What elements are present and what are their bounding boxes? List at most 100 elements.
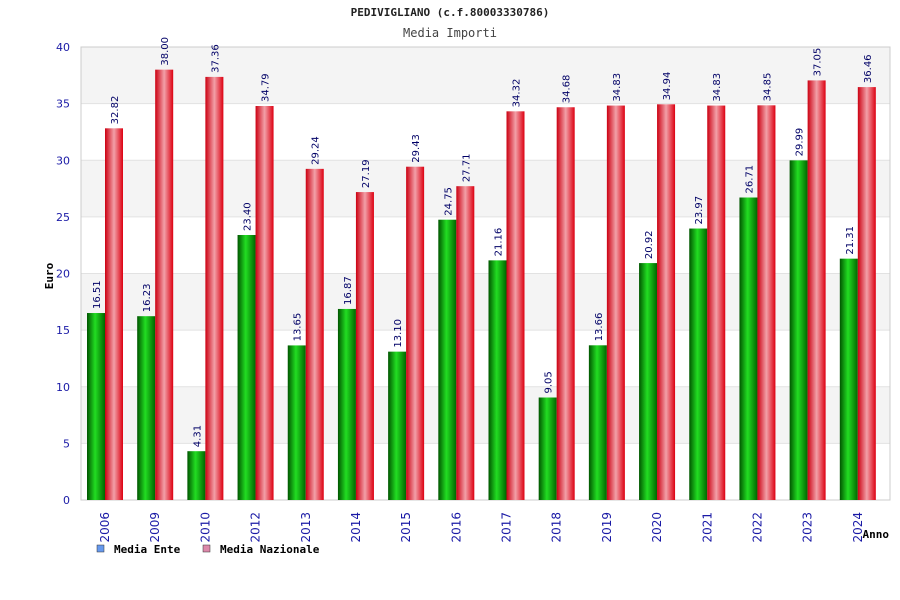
bar-media-ente <box>839 258 858 500</box>
data-label: 29.24 <box>311 136 322 165</box>
data-label: 32.82 <box>110 96 121 125</box>
y-tick-label: 0 <box>63 494 70 507</box>
bar-media-ente <box>538 397 557 500</box>
data-label: 34.94 <box>662 72 673 101</box>
x-axis-ticks: 2006 2009 2010 2012 2013 2014 2015 2016 2017 2018… <box>98 512 865 543</box>
y-axis-label: Euro <box>43 262 56 289</box>
x-axis-label: Anno <box>863 528 890 541</box>
y-tick-label: 25 <box>56 211 70 224</box>
y-tick-label: 35 <box>56 98 70 111</box>
bar-media-nazionale <box>105 128 123 500</box>
data-label: 34.79 <box>261 73 272 102</box>
data-label: 13.10 <box>393 319 404 348</box>
bar-media-nazionale <box>506 111 525 501</box>
bar-media-nazionale <box>406 166 425 500</box>
y-tick-label: 20 <box>56 268 70 281</box>
data-label: 24.75 <box>443 187 454 216</box>
x-tick-label: 2009 <box>148 512 162 543</box>
bar-media-ente <box>789 160 808 500</box>
legend-swatch-media-nazionale <box>202 544 211 553</box>
data-label: 13.66 <box>594 313 605 342</box>
bar-media-nazionale <box>305 168 324 500</box>
x-tick-label: 2024 <box>851 512 865 543</box>
plot-frame <box>80 46 891 501</box>
bar-media-nazionale <box>355 192 374 501</box>
data-label: 4.31 <box>192 425 203 447</box>
y-tick-label: 15 <box>56 324 70 337</box>
bar-media-ente <box>287 345 306 500</box>
bar-media-nazionale <box>255 106 274 501</box>
data-label: 16.51 <box>92 280 103 309</box>
bar-media-ente <box>689 228 708 501</box>
y-axis-ticks: 0 5 10 15 20 25 30 35 40 <box>56 41 70 507</box>
bar-media-nazionale <box>205 76 224 500</box>
bar-media-nazionale <box>606 105 625 501</box>
bar-media-ente <box>87 313 105 500</box>
data-label: 34.83 <box>612 73 623 102</box>
x-tick-label: 2020 <box>650 512 664 543</box>
data-label: 34.32 <box>512 79 523 108</box>
bar-media-nazionale <box>657 104 676 500</box>
y-tick-label: 5 <box>63 437 70 450</box>
bar-media-ente <box>137 316 156 500</box>
x-tick-label: 2017 <box>500 512 514 543</box>
data-label: 27.71 <box>461 154 472 183</box>
x-tick-label: 2022 <box>750 512 764 543</box>
data-label: 34.85 <box>762 73 773 102</box>
x-tick-label: 2012 <box>249 512 263 543</box>
data-label: 38.00 <box>160 37 171 66</box>
data-label: 37.05 <box>813 48 824 77</box>
bar-media-nazionale <box>707 105 726 501</box>
bar-media-nazionale <box>155 69 174 501</box>
x-tick-label: 2010 <box>198 512 212 543</box>
bar-media-ente <box>337 308 356 500</box>
legend-label-media-ente: Media Ente <box>114 543 181 556</box>
x-tick-label: 2015 <box>399 512 413 543</box>
data-label: 29.43 <box>411 134 422 163</box>
x-tick-label: 2016 <box>449 512 463 543</box>
x-tick-label: 2021 <box>700 512 714 543</box>
data-label: 23.40 <box>243 202 254 231</box>
data-label: 21.31 <box>845 226 856 255</box>
y-tick-label: 30 <box>56 154 70 167</box>
bar-media-ente <box>488 260 507 500</box>
bar-media-ente <box>739 197 758 500</box>
x-tick-label: 2019 <box>600 512 614 543</box>
legend-label-media-nazionale: Media Nazionale <box>220 543 320 556</box>
data-label: 34.68 <box>562 75 573 104</box>
value-labels: 16.51 32.82 16.23 38.00 4.31 37.36 23.40 34.79 1… <box>92 37 874 447</box>
bar-media-ente <box>187 451 206 500</box>
data-label: 23.97 <box>694 196 705 225</box>
x-tick-label: 2006 <box>98 512 112 543</box>
bar-media-nazionale <box>757 105 776 500</box>
data-label: 9.05 <box>544 371 555 393</box>
data-label: 36.46 <box>863 54 874 83</box>
legend: Media Ente Media Nazionale <box>96 543 320 556</box>
bar-media-nazionale <box>807 80 826 500</box>
bar-media-nazionale <box>556 107 575 501</box>
data-label: 13.65 <box>293 313 304 342</box>
data-label: 37.36 <box>210 44 221 73</box>
data-label: 16.23 <box>142 284 153 313</box>
data-label: 34.83 <box>712 73 723 102</box>
bar-media-ente <box>388 351 407 500</box>
bar-media-ente <box>639 263 658 500</box>
y-tick-label: 10 <box>56 381 70 394</box>
data-label: 26.71 <box>744 165 755 194</box>
chart-title: PEDIVIGLIANO (c.f.80003330786) <box>351 6 550 19</box>
x-tick-label: 2023 <box>801 512 815 543</box>
data-label: 27.19 <box>361 159 372 188</box>
bar-media-nazionale <box>857 87 876 500</box>
bar-media-ente <box>237 234 256 500</box>
bars <box>87 69 876 501</box>
bar-media-ente <box>588 345 607 500</box>
data-label: 21.16 <box>494 228 505 257</box>
chart-subtitle: Media Importi <box>403 26 497 40</box>
bar-media-nazionale <box>456 186 475 500</box>
x-tick-label: 2018 <box>550 512 564 543</box>
bar-media-ente <box>438 219 457 501</box>
x-tick-label: 2013 <box>299 512 313 543</box>
data-label: 20.92 <box>644 230 655 259</box>
data-label: 16.87 <box>343 276 354 305</box>
